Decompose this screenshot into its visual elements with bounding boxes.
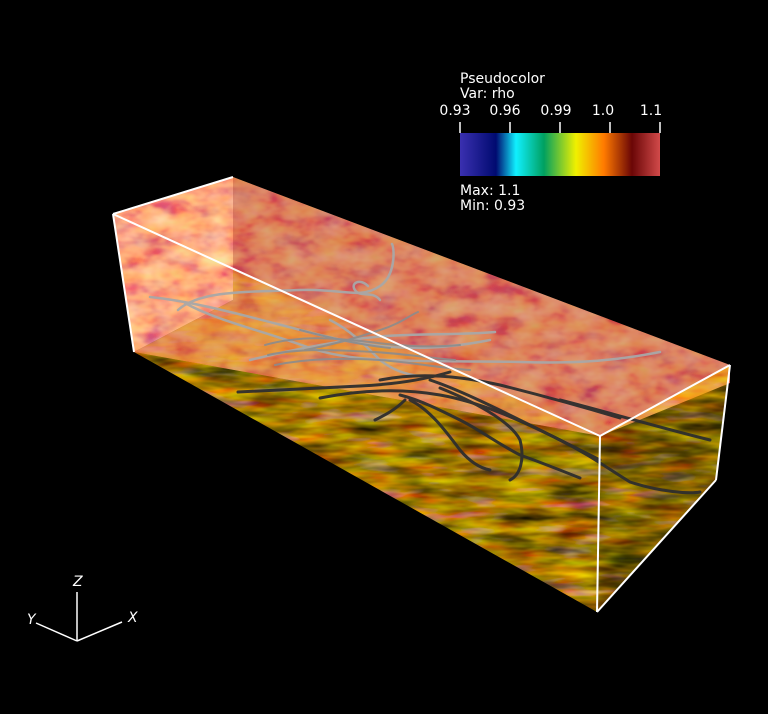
x-axis-label: X [128,610,138,626]
legend-min: Min: 0.93 [460,198,526,214]
bounding-box [112,176,731,613]
z-axis-label: Z [73,574,83,590]
legend-plot-type: Pseudocolor [460,71,545,87]
legend-max: Max: 1.1 [460,183,521,199]
axes-triad [35,592,123,642]
x-axis-line [76,621,123,642]
colorbar [459,122,661,176]
colorbar-ticks [459,122,661,133]
y-axis-label: Y [27,612,36,628]
colorbar-tick-label: 0.93 [439,103,471,119]
y-axis-line [35,622,78,642]
legend-variable: Var: rho [460,86,515,102]
colorbar-tick-label: 0.96 [489,103,521,119]
colorbar-tick-label: 1.0 [591,103,615,119]
colorbar-tick-label: 0.99 [540,103,572,119]
colorbar-tick-label: 1.1 [639,103,663,119]
colorbar-swatch [460,133,660,176]
